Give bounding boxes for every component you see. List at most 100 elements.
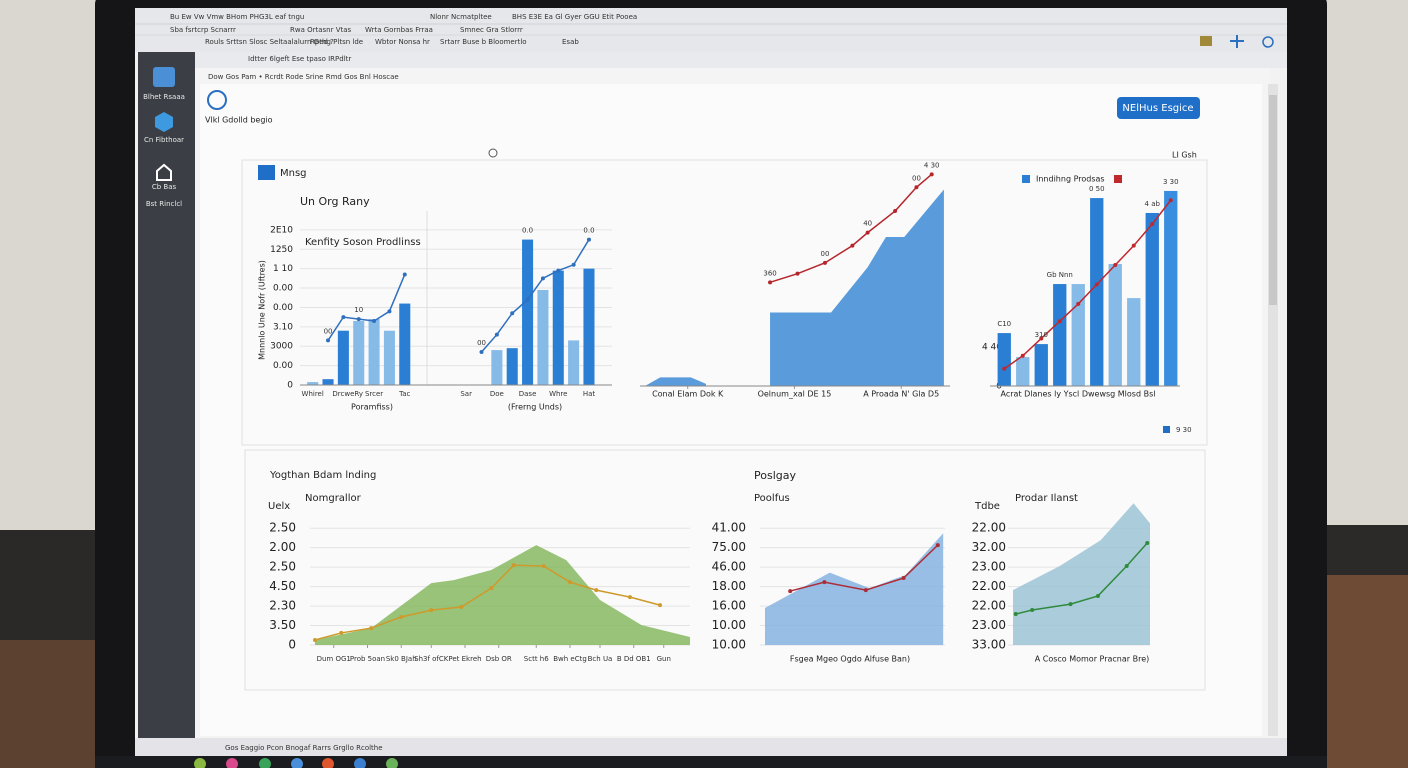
y-tick-label: 75.00	[712, 540, 746, 554]
legend-label: Inndihng Prodsas	[1036, 175, 1105, 184]
bookmark[interactable]: Rwa Ortasnr Vtas	[290, 26, 352, 34]
scrollbar-thumb[interactable]	[1269, 95, 1277, 305]
line-point	[387, 309, 392, 314]
toolbar-icon[interactable]	[1262, 36, 1274, 48]
bar	[353, 321, 365, 385]
x-tick-label: Gun	[657, 655, 671, 663]
line-point	[541, 564, 546, 569]
sidebar-icon[interactable]	[153, 67, 175, 87]
section-title: Yogthan Bdam lnding	[269, 470, 376, 481]
sidebar-icon[interactable]	[156, 163, 172, 181]
taskbar-icon[interactable]	[226, 758, 238, 768]
logo	[207, 90, 227, 110]
bookmark[interactable]: Wbtor Nonsa hr	[375, 38, 430, 46]
bar	[568, 340, 580, 385]
toolbar-icon[interactable]	[1200, 36, 1212, 46]
x-tick-label: Whre	[549, 390, 567, 398]
line-point	[402, 272, 407, 277]
bar	[1127, 298, 1141, 386]
scrollbar	[1268, 84, 1278, 736]
line-point	[494, 332, 499, 337]
bookmark[interactable]: Rpthg Pltsn lde	[310, 38, 363, 46]
taskbar-icon[interactable]	[322, 758, 334, 768]
annotation: 3 30	[1163, 178, 1179, 186]
y-tick-label: 0	[288, 638, 296, 652]
line-point	[489, 586, 494, 591]
line-point	[1039, 336, 1044, 341]
line	[1003, 199, 1172, 370]
line-point	[1124, 563, 1129, 568]
y-tick-label: 18.00	[712, 579, 746, 593]
line	[327, 239, 590, 353]
taskbar-icon[interactable]	[291, 758, 303, 768]
line-point	[356, 317, 361, 322]
annotation: 00	[820, 250, 829, 258]
sidebar-item[interactable]: Cn Fibthoar	[144, 136, 184, 144]
bar	[1034, 344, 1048, 386]
bookmark[interactable]: Srtarr Buse b Bloomertlo	[440, 38, 527, 46]
line-point	[1113, 263, 1118, 268]
line-point	[1030, 607, 1035, 612]
desk	[0, 640, 100, 768]
x-tick-label: Drcwe	[332, 390, 354, 398]
bookmark[interactable]: Rouls Srttsn Slosc Seltaalalurn Ged ?	[205, 38, 334, 46]
taskbar-icon[interactable]	[386, 758, 398, 768]
y-tick-label: 46.00	[712, 560, 746, 574]
annotation: Gb Nnn	[1047, 271, 1073, 279]
menu[interactable]: Nlonr Ncmatpltee	[430, 13, 492, 21]
line-point	[850, 243, 855, 248]
annotation: 00	[324, 327, 333, 335]
x-tick-label: Oelnum_xal DE 15	[758, 390, 832, 399]
line-point	[1013, 612, 1018, 617]
x-axis-label: Poramfiss)	[351, 403, 393, 412]
line-point	[1094, 282, 1099, 287]
y-tick-label: 10.00	[712, 638, 746, 652]
add-icon[interactable]	[1230, 35, 1244, 48]
bar	[399, 303, 411, 385]
line-point	[594, 588, 599, 593]
x-tick-label: Hat	[583, 390, 596, 398]
x-tick-label: Sar	[460, 390, 472, 398]
tab[interactable]: Idtter 6lgeft Ese tpaso IRPdltr	[248, 55, 351, 63]
tab-strip	[195, 52, 1287, 68]
sidebar-item[interactable]: Bst Rinclcl	[146, 200, 182, 208]
bookmark[interactable]: Sba fsrtcrp Scnarrr	[170, 26, 236, 34]
y-tick-label: 22.00	[972, 521, 1006, 535]
line-point	[372, 319, 377, 324]
annotation: 0.0	[522, 227, 533, 235]
chart-subtitle: Nomgrallor	[305, 493, 362, 504]
x-tick-label: Bch Ua	[588, 655, 613, 663]
bookmark[interactable]: Wrta Gornbas Frraa	[365, 26, 433, 34]
bar	[997, 333, 1011, 386]
panel	[244, 449, 1206, 691]
y-tick-label: 33.00	[972, 638, 1006, 652]
taskbar-icon[interactable]	[259, 758, 271, 768]
annotation: 40	[863, 220, 872, 228]
bookmark[interactable]: Smnec Gra Stlorrr	[460, 26, 523, 34]
line-point	[1131, 243, 1136, 248]
bar	[337, 330, 349, 385]
y-tick-label: 3.10	[273, 322, 293, 332]
y-tick-label: 23.00	[972, 560, 1006, 574]
taskbar-icon[interactable]	[194, 758, 206, 768]
line-point	[341, 315, 346, 320]
taskbar-icon[interactable]	[354, 758, 366, 768]
y-tick-label: 2.00	[269, 540, 296, 554]
line-point	[1145, 540, 1150, 545]
button[interactable]	[1117, 97, 1200, 119]
panel-title: Mnsg	[280, 168, 307, 179]
annotation: 4 ab	[1145, 200, 1161, 208]
bookmark[interactable]: Esab	[562, 38, 579, 46]
menu[interactable]: BHS E3E Ea Gl Gyer GGU Etit Pooea	[512, 13, 637, 21]
line-point	[479, 350, 484, 355]
sidebar-item[interactable]: Cb Bas	[152, 183, 177, 191]
note-marker	[1163, 426, 1170, 433]
button-label[interactable]: NElHus Esgice	[1122, 103, 1193, 114]
annotation: 4 30	[924, 161, 940, 169]
sidebar-icon[interactable]	[155, 112, 173, 132]
menu[interactable]: Bu Ew Vw Vmw BHom PHG3L eaf tngu	[170, 13, 304, 21]
x-tick-label: Srcer	[365, 390, 383, 398]
x-tick-label: Ry	[354, 390, 363, 398]
sidebar-item[interactable]: Blhet Rsaaa	[143, 93, 185, 101]
